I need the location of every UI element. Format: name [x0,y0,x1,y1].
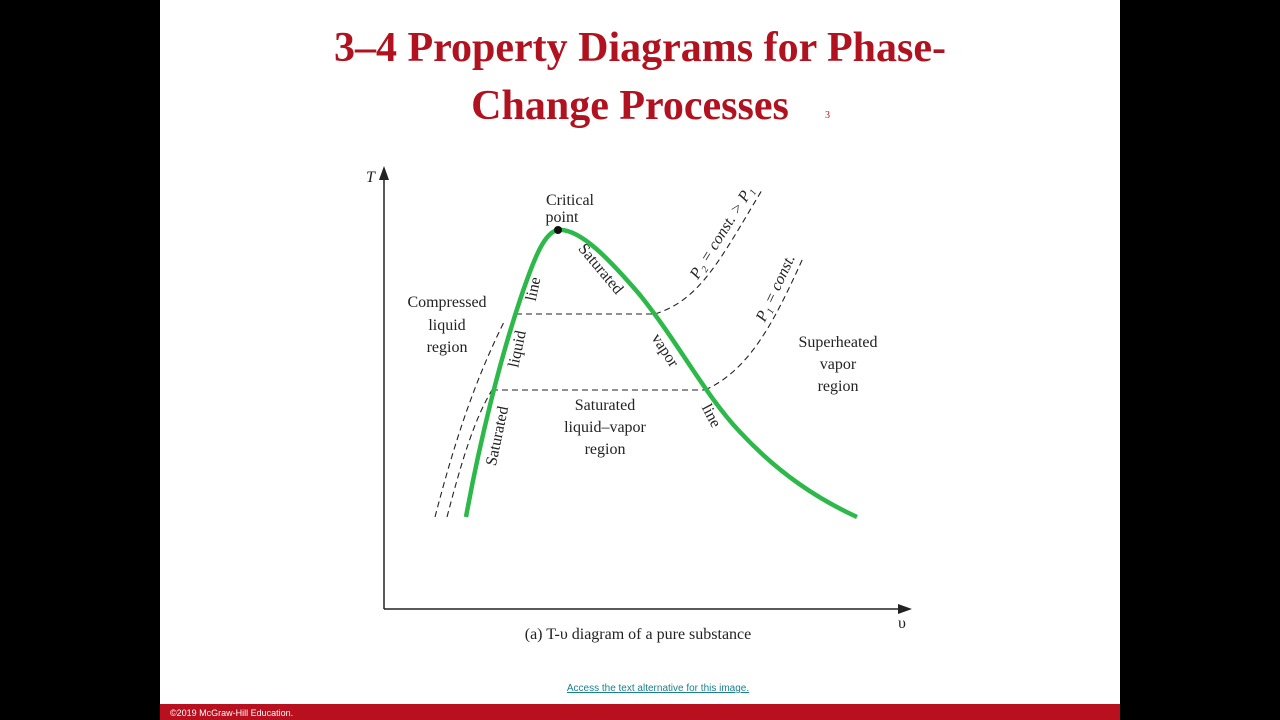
label: region [818,378,859,395]
slide [160,0,1120,720]
slide-number: 3 [825,110,830,121]
footer-bar [160,704,1120,720]
label: vapor [820,356,857,373]
copyright: ©2019 McGraw-Hill Education. [170,708,293,718]
isobar-segment [434,319,506,518]
axis-label: υ [898,615,906,632]
title-line: Change Processes [471,83,789,129]
label: region [427,339,468,356]
isobar-segment [654,189,763,315]
label: Superheated [798,334,877,351]
critical-point [554,226,562,234]
arrow [898,604,912,614]
caption: (a) T-υ diagram of a pure substance [525,626,752,643]
diagram: T υ Critical point Compressed liquid reg… [366,166,912,643]
label: region [585,441,626,458]
label: liquid–vapor [564,419,646,436]
label: Compressed [407,294,486,311]
isobar-label: P₂ = const. > P₁ [686,183,757,283]
curve-label: vapor [648,331,682,371]
text-alternative-link[interactable]: Access the text alternative for this ima… [567,683,749,694]
saturation-dome [463,227,858,520]
label: point [546,209,579,226]
title-line: 3–4 Property Diagrams for Phase- [334,25,946,71]
label: Critical [546,192,595,209]
label: Saturated [575,397,635,414]
isobars [434,189,804,518]
isobar-segment [446,389,493,518]
curve-label: line [523,276,545,303]
isobar-segment [704,257,804,391]
axis-label: T [366,169,376,186]
arrow [379,166,389,180]
label: liquid [428,317,465,334]
